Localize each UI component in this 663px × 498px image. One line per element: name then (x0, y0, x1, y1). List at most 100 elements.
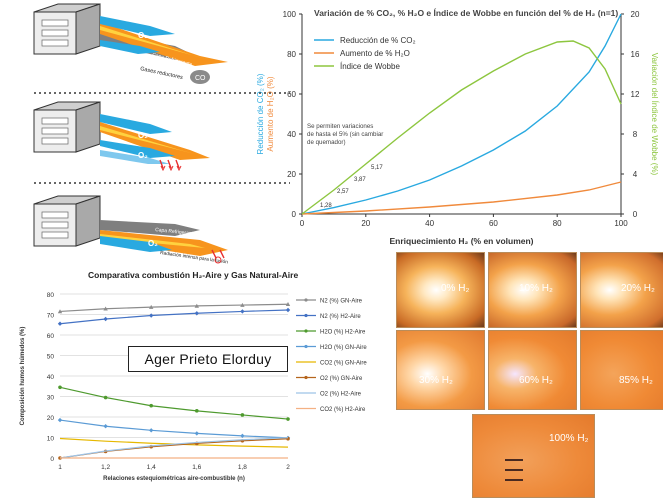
photo-label: 60% H₂ (519, 375, 553, 386)
burner-slot (505, 479, 523, 481)
y-tick-label: 100 (283, 10, 297, 19)
series-line-6 (59, 437, 289, 459)
data-point (149, 403, 153, 408)
flame-photo-0: 0% H₂ (396, 252, 485, 328)
y-axis-label-co2: Reducción de CO₂ (%) (256, 73, 265, 154)
burner-panel-2: O₂ O₂ (33, 101, 210, 172)
data-point (149, 313, 154, 318)
flame-photo-6: 100% H₂ (472, 414, 595, 498)
data-label: 1,28 (320, 203, 332, 209)
burner-slot (505, 459, 523, 461)
y-right-tick-label: 20 (631, 10, 640, 19)
legend-marker (304, 329, 308, 333)
y-tick-label: 20 (47, 415, 55, 422)
y-tick-label: 10 (47, 436, 55, 443)
series-line-1 (301, 181, 622, 215)
data-point (285, 302, 291, 307)
data-point (240, 302, 245, 307)
photo-label: 100% H₂ (549, 433, 589, 444)
x-tick-label: 0 (300, 219, 305, 228)
legend-marker (304, 298, 308, 302)
legend-marker (304, 375, 308, 380)
y-tick-label: 0 (292, 210, 297, 219)
data-point (194, 431, 199, 436)
data-point (240, 433, 245, 439)
legend-label: CO2 (%) GN-Aire (320, 361, 367, 367)
data-point (103, 316, 108, 322)
data-point (285, 307, 291, 313)
data-label: 2,57 (337, 189, 349, 195)
x-axis-label: Relaciones estequiométricas aire-combust… (103, 476, 245, 482)
data-point (103, 306, 108, 311)
y-right-tick-label: 16 (631, 50, 640, 59)
data-point (240, 413, 245, 417)
data-point (58, 385, 62, 390)
y-right-tick-label: 8 (633, 130, 638, 139)
x-tick-label: 20 (361, 219, 370, 228)
y-tick-label: 0 (50, 456, 54, 463)
data-point (240, 309, 245, 314)
x-tick-label: 1,6 (192, 464, 201, 471)
label-o2: O₂ (138, 131, 148, 140)
legend-label: O2 (%) H2-Aire (320, 392, 362, 398)
legend-marker (304, 344, 308, 349)
y-tick-label: 40 (47, 374, 55, 381)
data-point (194, 311, 199, 316)
data-point (103, 395, 108, 400)
x-tick-label: 2 (286, 464, 290, 471)
legend-label: O2 (%) GN-Aire (320, 376, 363, 382)
x-tick-label: 1 (58, 464, 62, 471)
legend-label: CO2 (%) H2-Aire (320, 407, 366, 413)
photo-label: 0% H₂ (441, 283, 470, 294)
burner-panel-1: O₂ Capa Refrigerante Gases reductores CO (33, 3, 228, 84)
legend-label: Índice de Wobbe (340, 62, 400, 71)
data-point (149, 304, 154, 309)
series-line-2 (301, 40, 622, 215)
y-axis-label: Composición humos húmedos (%) (20, 327, 26, 426)
legend-label: N2 (%) GN-Aire (320, 299, 363, 305)
photo-label: 20% H₂ (621, 283, 655, 294)
label-gases-reductores: Gases reductores (140, 66, 184, 81)
y-right-tick-label: 0 (633, 210, 638, 219)
watermark-text: Ager Prieto Elorduy (128, 346, 288, 372)
h2-variation-chart: Variación de % CO₂, % H₂O e Índice de Wo… (256, 8, 659, 246)
x-tick-label: 40 (425, 219, 434, 228)
data-point (57, 321, 63, 326)
label-o2-lower: O₂ (138, 151, 148, 160)
legend-label: H2O (%) H2-Aire (320, 330, 366, 336)
burner-slot (505, 469, 523, 471)
y-right-tick-label: 4 (633, 170, 638, 179)
data-point (286, 417, 290, 421)
x-tick-label: 1,4 (147, 464, 156, 471)
flame-photo-1: 10% H₂ (488, 252, 577, 328)
y-tick-label: 40 (287, 130, 296, 139)
data-point (57, 309, 63, 314)
data-point (149, 428, 154, 433)
data-label: 5,17 (371, 165, 383, 171)
legend-label: N2 (%) H2-Aire (320, 314, 361, 320)
flame-photo-3: 30% H₂ (396, 330, 485, 410)
flame-photo-4: 60% H₂ (488, 330, 577, 410)
y-tick-label: 30 (47, 395, 55, 402)
combustion-comparison-chart: 0 10 20 30 40 50 60 70 80 1 1,2 1,4 1,6 1,8 2 Relacione… (20, 292, 367, 482)
legend-label: Aumento de % H₂O (340, 49, 410, 58)
series-line-5 (59, 438, 289, 459)
photo-label: 10% H₂ (519, 283, 553, 294)
data-point (195, 409, 199, 413)
photo-label: 85% H₂ (619, 375, 653, 386)
y-axis-label-wobbe: Variación del Índice de Wobbe (%) (650, 53, 659, 176)
label-capa-refrigerante: Capa Refrigerante (155, 227, 196, 237)
y-tick-label: 80 (287, 50, 296, 59)
flame-photo-5: 85% H₂ (580, 330, 663, 410)
label-co: CO (195, 75, 206, 82)
x-tick-label: 1,2 (101, 464, 110, 471)
burner-diagrams: O₂ Capa Refrigerante Gases reductores CO… (33, 3, 290, 265)
chart-title: Variación de % CO₂, % H₂O e Índice de Wo… (314, 8, 618, 18)
series-line-3 (59, 419, 289, 439)
y-tick-label: 80 (47, 292, 55, 299)
data-point (194, 303, 199, 308)
series-line-2 (59, 386, 289, 420)
y-tick-label: 60 (47, 333, 55, 340)
series-line-1 (59, 309, 289, 325)
data-label: 3,87 (354, 177, 366, 183)
